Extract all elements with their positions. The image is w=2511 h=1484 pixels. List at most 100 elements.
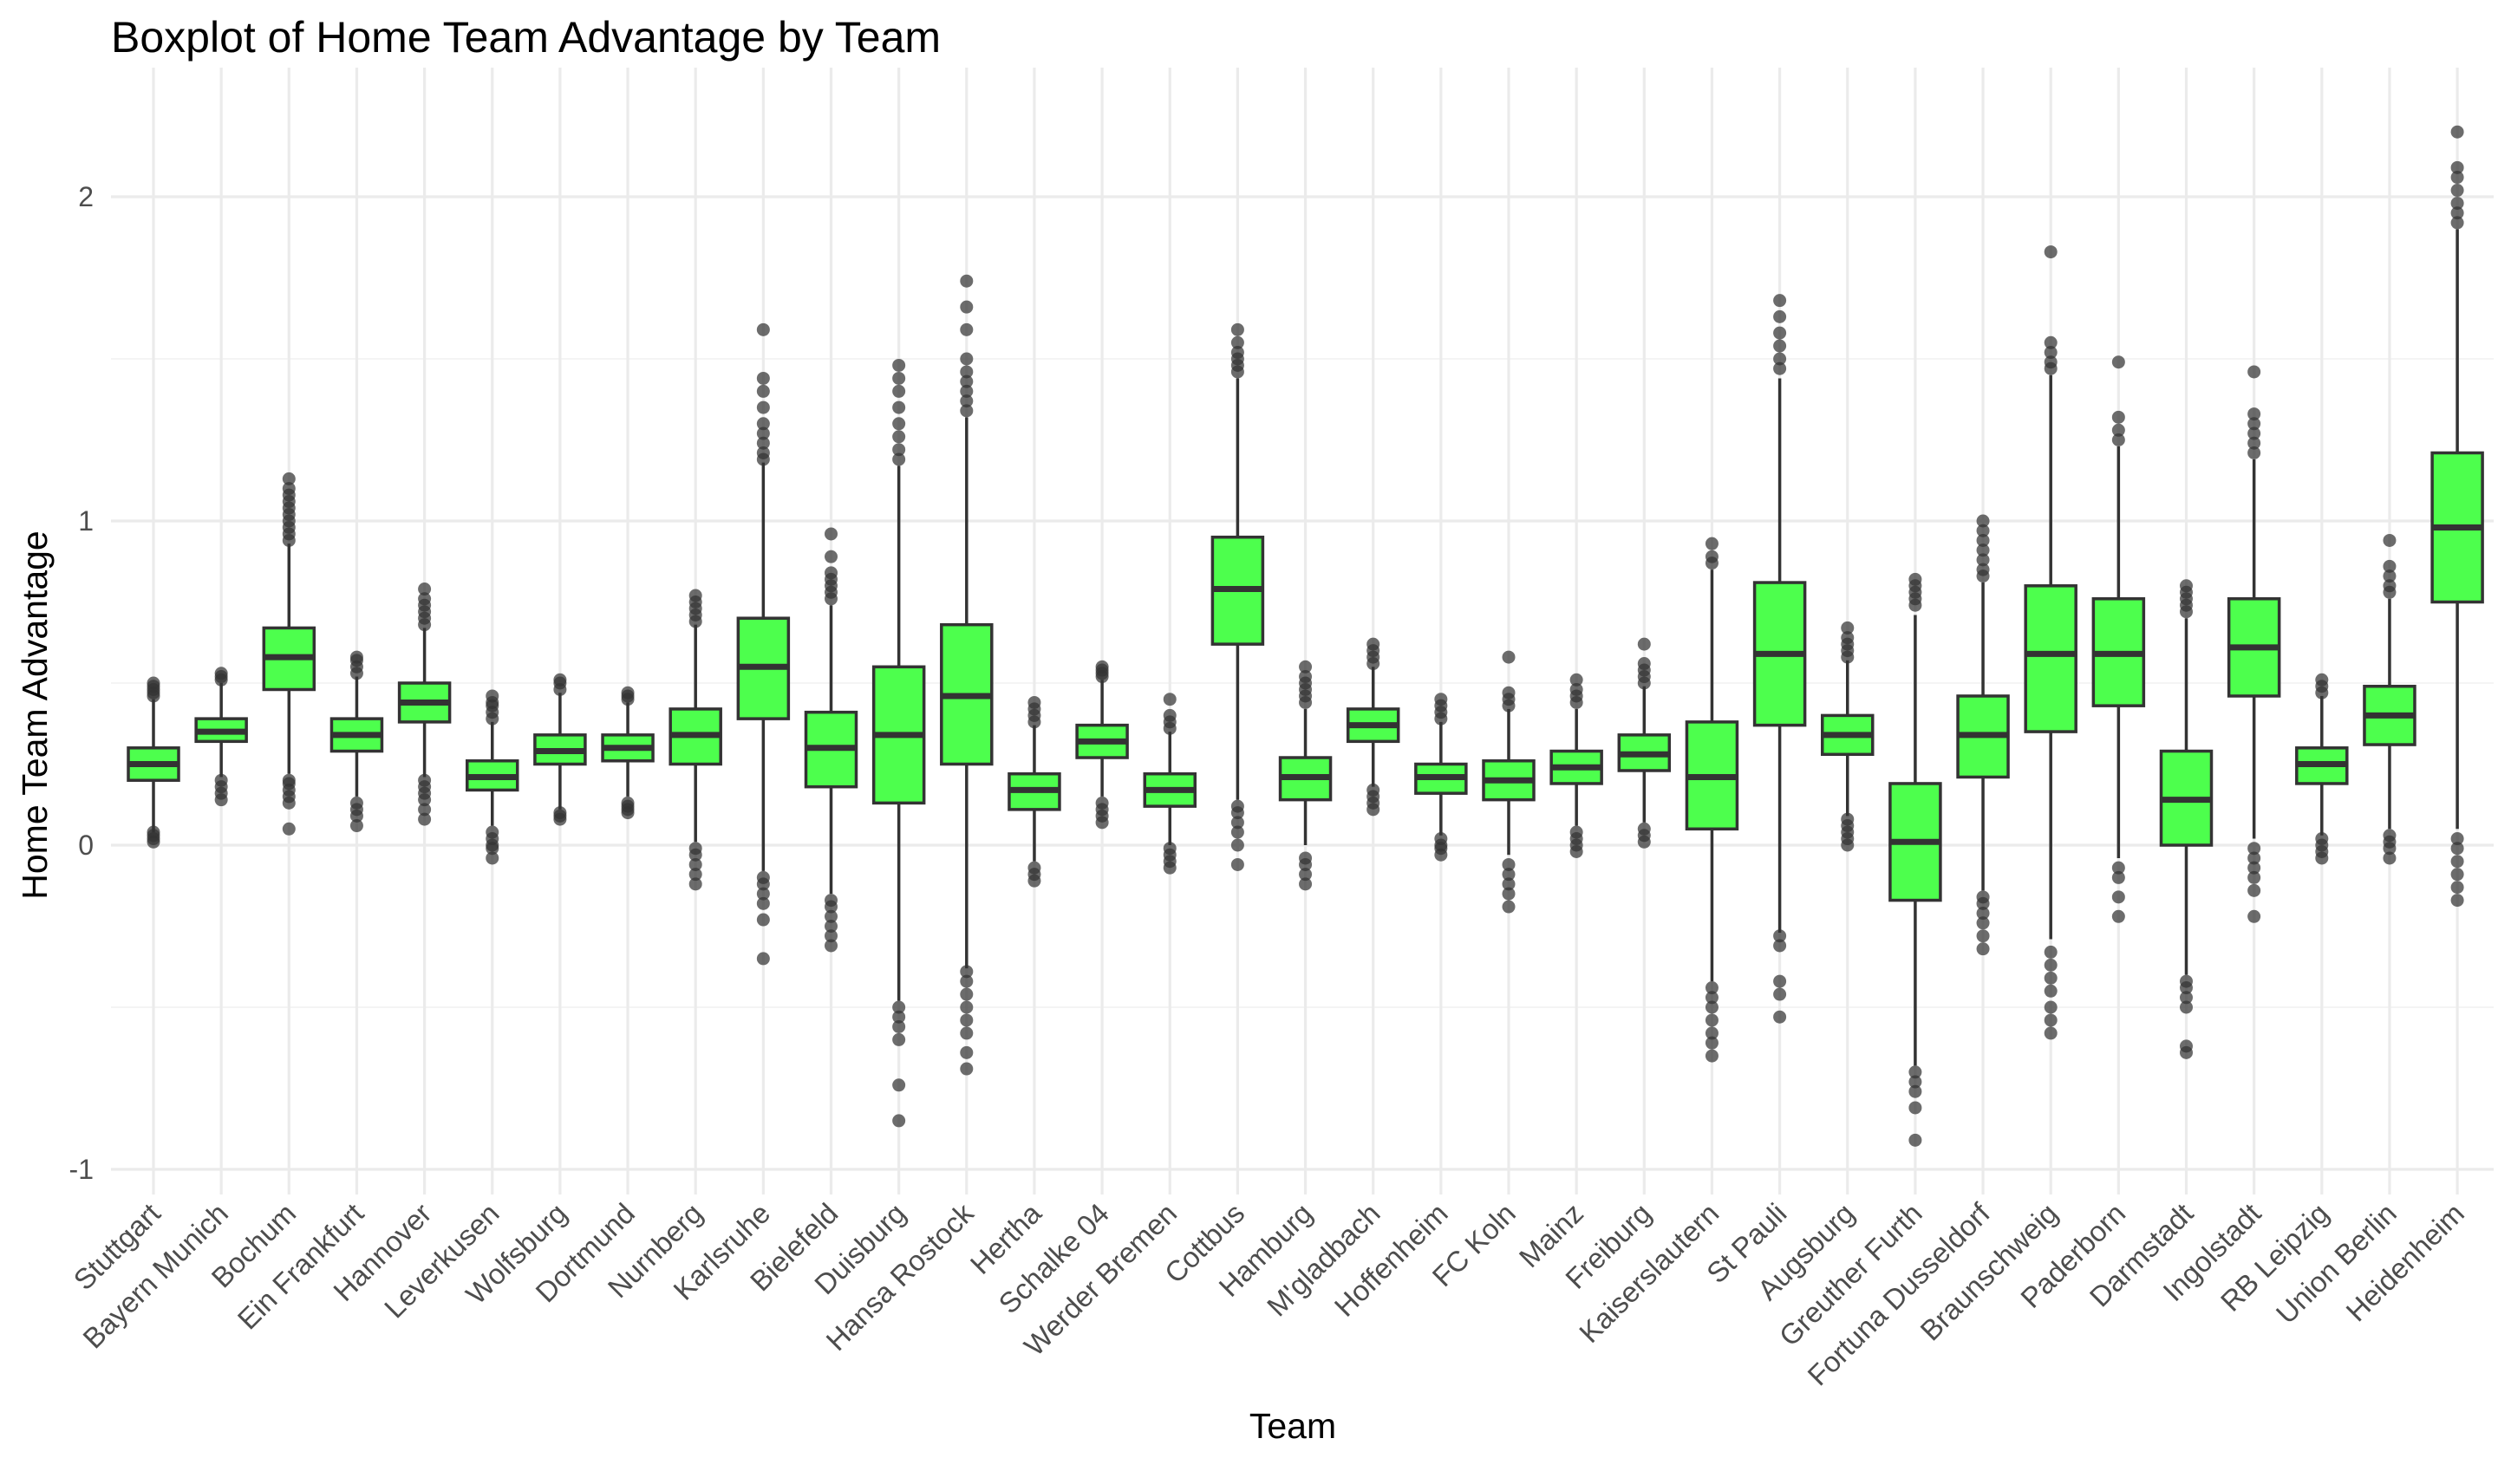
outlier-point [756, 870, 770, 884]
box-hamburg [1278, 660, 1333, 891]
outlier-point [1773, 987, 1787, 1001]
outlier-point [2383, 570, 2397, 583]
box-greuther-furth [1888, 572, 1942, 1147]
outlier-point [282, 482, 296, 496]
outlier-point [2247, 365, 2261, 379]
outlier-point [2111, 890, 2125, 904]
box-braunschweig [2024, 245, 2077, 1040]
outlier-point [1976, 533, 1990, 547]
outlier-point [2180, 579, 2193, 593]
outlier-point [1976, 907, 1990, 921]
outlier-point [1299, 851, 1313, 865]
box-bochum [262, 472, 316, 836]
box-duisburg [871, 358, 926, 1128]
outlier-point [892, 1000, 906, 1014]
outlier-point [2383, 559, 2397, 573]
outlier-point [2450, 206, 2464, 220]
box-stuttgart [127, 676, 180, 849]
outlier-point [2383, 829, 2397, 843]
box-cottbus [1210, 322, 1265, 871]
outlier-point [1095, 796, 1109, 810]
outlier-point [1366, 637, 1380, 651]
outlier-point [2450, 832, 2464, 846]
outlier-point [2247, 851, 2261, 865]
outlier-point [892, 430, 906, 444]
outlier-point [756, 896, 770, 910]
outlier-point [2383, 579, 2397, 593]
outlier-point [1434, 832, 1448, 846]
outlier-point [1976, 890, 1990, 904]
outlier-point [2450, 196, 2464, 210]
box-paderborn [2091, 355, 2146, 923]
box-hoffenheim [1414, 693, 1468, 862]
outlier-point [621, 686, 635, 700]
box-fortuna-dusseldorf [1956, 514, 2010, 956]
outlier-point [2111, 909, 2125, 923]
outlier-point [960, 965, 974, 979]
outlier-point [486, 825, 499, 839]
box-nurnberg [669, 589, 722, 891]
outlier-point [418, 592, 432, 606]
box-mainz [1549, 673, 1603, 858]
outlier-point [2383, 851, 2397, 865]
outlier-point [1637, 637, 1651, 651]
outlier-point [688, 842, 702, 856]
outlier-point [2450, 171, 2464, 185]
outlier-point [960, 384, 974, 398]
outlier-point [756, 322, 770, 336]
box-ein-frankfurt [329, 650, 384, 833]
box-kaiserslautern [1685, 537, 1739, 1063]
outlier-point [1976, 942, 1990, 956]
outlier-point [2180, 991, 2193, 1005]
outlier-point [2044, 984, 2058, 998]
outlier-point [1705, 1013, 1719, 1027]
box-wolfsburg [533, 673, 587, 826]
outlier-point [214, 667, 228, 680]
outlier-point [1773, 309, 1787, 323]
outlier-point [1705, 537, 1719, 550]
outlier-point [825, 527, 838, 541]
outlier-point [2450, 125, 2464, 139]
chart-title: Boxplot of Home Team Advantage by Team [111, 13, 941, 62]
outlier-point [1705, 981, 1719, 995]
outlier-point [1908, 1084, 1922, 1098]
box-freiburg [1617, 637, 1672, 849]
boxplot-boxes [127, 125, 2484, 1147]
outlier-point [1569, 825, 1583, 839]
outlier-point [825, 939, 838, 953]
outlier-point [825, 909, 838, 923]
outlier-point [1163, 693, 1177, 706]
box-hertha [1008, 695, 1061, 888]
outlier-point [892, 1114, 906, 1128]
outlier-point [2111, 870, 2125, 884]
outlier-point [1976, 916, 1990, 930]
outlier-point [1569, 682, 1583, 696]
outlier-point [2180, 974, 2193, 988]
outlier-point [1299, 877, 1313, 891]
outlier-point [892, 1032, 906, 1046]
outlier-point [960, 352, 974, 366]
outlier-point [1637, 822, 1651, 836]
outlier-point [2315, 832, 2329, 846]
outlier-point [1027, 695, 1041, 709]
outlier-point [960, 1013, 974, 1027]
outlier-point [2247, 426, 2261, 440]
outlier-point [2111, 433, 2125, 446]
outlier-point [2044, 1013, 2058, 1027]
outlier-point [2111, 861, 2125, 875]
box-werder-bremen [1143, 693, 1197, 875]
outlier-point [2450, 184, 2464, 198]
outlier-point [1976, 929, 1990, 943]
outlier-point [688, 857, 702, 871]
outlier-point [756, 384, 770, 398]
outlier-point [960, 404, 974, 418]
outlier-point [1705, 1026, 1719, 1040]
outlier-point [1230, 816, 1244, 830]
outlier-point [2247, 842, 2261, 856]
outlier-point [2044, 355, 2058, 369]
outlier-point [621, 796, 635, 810]
outlier-point [1773, 294, 1787, 308]
box-hannover [397, 583, 452, 826]
outlier-point [892, 1010, 906, 1024]
